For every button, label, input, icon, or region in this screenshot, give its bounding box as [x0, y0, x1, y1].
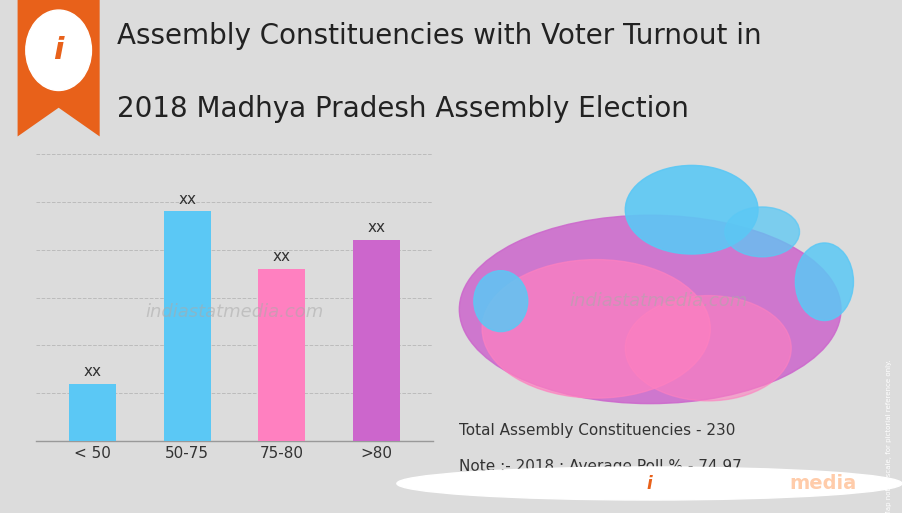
Ellipse shape: [796, 243, 853, 321]
Text: Total Assembly Constituencies - 230: Total Assembly Constituencies - 230: [459, 423, 736, 438]
Bar: [353, 240, 400, 441]
Text: Note :- 2018 : Average Poll % - 74.97: Note :- 2018 : Average Poll % - 74.97: [459, 459, 742, 474]
Text: indiastatmedia.com: indiastatmedia.com: [145, 303, 324, 321]
Text: 2018 Madhya Pradesh Assembly Election: 2018 Madhya Pradesh Assembly Election: [117, 95, 689, 123]
Text: i: i: [53, 36, 64, 65]
Ellipse shape: [474, 271, 528, 331]
Text: xx: xx: [367, 221, 385, 235]
Bar: [258, 269, 306, 441]
Circle shape: [26, 10, 91, 90]
Bar: [163, 211, 211, 441]
Text: xx: xx: [272, 249, 290, 264]
Ellipse shape: [482, 260, 711, 398]
Bar: [69, 384, 116, 441]
Text: © Datanet  Source : xxx   Map not to scale, for pictorial reference only.: © Datanet Source : xxx Map not to scale,…: [885, 359, 892, 513]
Ellipse shape: [625, 165, 758, 254]
Ellipse shape: [625, 295, 791, 401]
Circle shape: [397, 467, 902, 500]
Text: Assembly Constituencies with Voter Turnout in: Assembly Constituencies with Voter Turno…: [117, 22, 762, 50]
Text: i: i: [647, 475, 652, 492]
Text: media: media: [789, 474, 857, 493]
Ellipse shape: [725, 207, 799, 257]
Text: indiastat: indiastat: [681, 474, 778, 493]
Text: indiastatmedia.com: indiastatmedia.com: [569, 292, 748, 310]
Ellipse shape: [459, 215, 841, 404]
Text: xx: xx: [179, 192, 197, 207]
Polygon shape: [18, 0, 99, 136]
Text: xx: xx: [84, 364, 102, 379]
